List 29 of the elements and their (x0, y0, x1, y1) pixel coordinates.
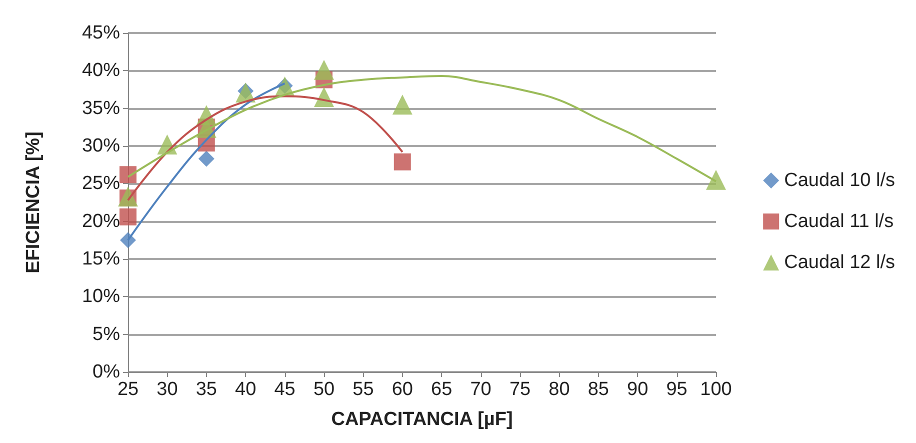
legend-label: Caudal 10 l/s (784, 170, 896, 191)
x-tick-label: 100 (700, 379, 732, 400)
x-tick-label: 35 (196, 379, 217, 400)
x-tick-label: 75 (509, 379, 531, 400)
y-tick-label: 15% (82, 248, 120, 270)
legend-label: Caudal 11 l/s (784, 211, 894, 232)
y-tick-label: 40% (82, 60, 120, 82)
x-tick-label: 95 (666, 379, 688, 400)
y-tick-label: 45% (82, 22, 120, 44)
y-tick-label: 30% (82, 136, 120, 156)
y-tick-label: 35% (82, 98, 120, 119)
y-tick-label: 5% (92, 324, 120, 345)
x-tick-label: 50 (313, 379, 335, 400)
y-tick-label: 20% (82, 210, 120, 232)
x-tick-label: 70 (470, 379, 492, 400)
y-tick-label: 10% (82, 286, 120, 308)
x-tick-label: 85 (588, 379, 609, 400)
x-tick-label: 45 (274, 379, 296, 400)
y-tick-label: 25% (82, 173, 120, 194)
legend-label: Caudal 12 l/s (784, 252, 896, 273)
x-tick-label: 90 (627, 379, 648, 400)
x-axis-title: CAPACITANCIA [µF] (331, 409, 513, 430)
y-axis-title: EFICIENCIA [%] (23, 132, 44, 274)
x-tick-label: 55 (352, 379, 374, 400)
x-tick-label: 65 (431, 379, 452, 400)
x-tick-label: 30 (156, 379, 178, 400)
x-tick-label: 40 (235, 379, 256, 400)
x-tick-label: 60 (392, 379, 413, 400)
x-tick-label: 80 (548, 379, 570, 400)
